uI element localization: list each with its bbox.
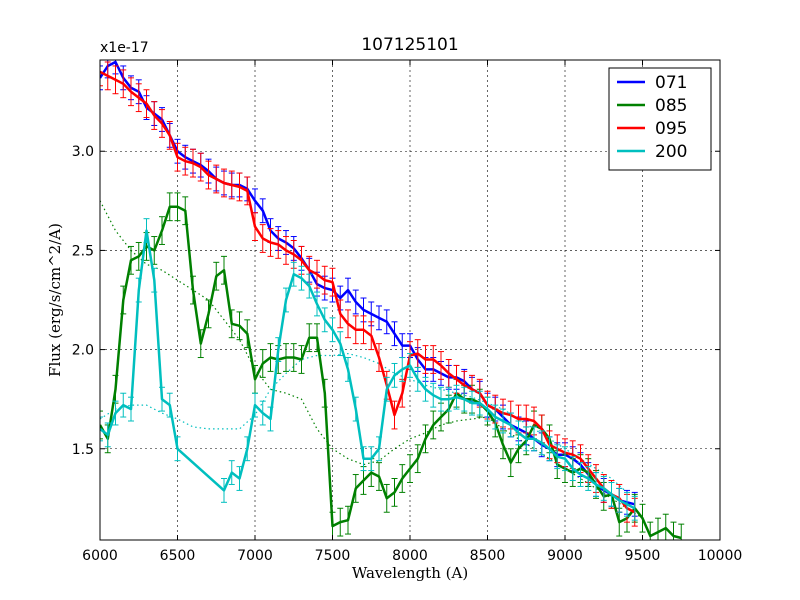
x-tick-label: 7000 [237, 548, 273, 564]
x-tick-label: 9500 [625, 548, 661, 564]
x-tick-label: 9000 [547, 548, 583, 564]
series-line-085 [100, 205, 682, 540]
model-curve-200-model [100, 352, 628, 493]
series-line-095 [100, 70, 636, 514]
y-tick-label: 3.0 [72, 144, 94, 160]
legend-box [608, 67, 712, 171]
x-tick-label: 10000 [698, 548, 743, 564]
series-line-200 [100, 229, 636, 510]
chart-title: 107125101 [361, 35, 458, 55]
x-tick-label: 6500 [160, 548, 196, 564]
x-tick-label: 8000 [392, 548, 428, 564]
x-axis-label: Wavelength (A) [352, 564, 468, 582]
x-tick-label: 8500 [470, 548, 506, 564]
plot-area [100, 60, 685, 540]
y-tick-label: 2.0 [72, 343, 94, 359]
y-tick-label: 2.5 [72, 243, 94, 259]
y-tick-label: 1.5 [72, 442, 94, 458]
x-tick-label: 6000 [82, 548, 118, 564]
y-offset-label: x1e-17 [100, 40, 149, 56]
y-axis-label: Flux (erg/s/cm^2/A) [46, 223, 64, 377]
legend-label-200: 200 [655, 142, 687, 162]
legend-label-085: 085 [655, 96, 687, 116]
x-tick-label: 7500 [315, 548, 351, 564]
legend: 071 085 095 200 [608, 67, 712, 171]
legend-label-071: 071 [655, 73, 687, 93]
axis-ticks: 6000 6500 7000 7500 8000 8500 9000 9500 10000 1.5… [72, 60, 743, 564]
legend-label-095: 095 [655, 119, 687, 139]
series-200 [100, 218, 638, 521]
